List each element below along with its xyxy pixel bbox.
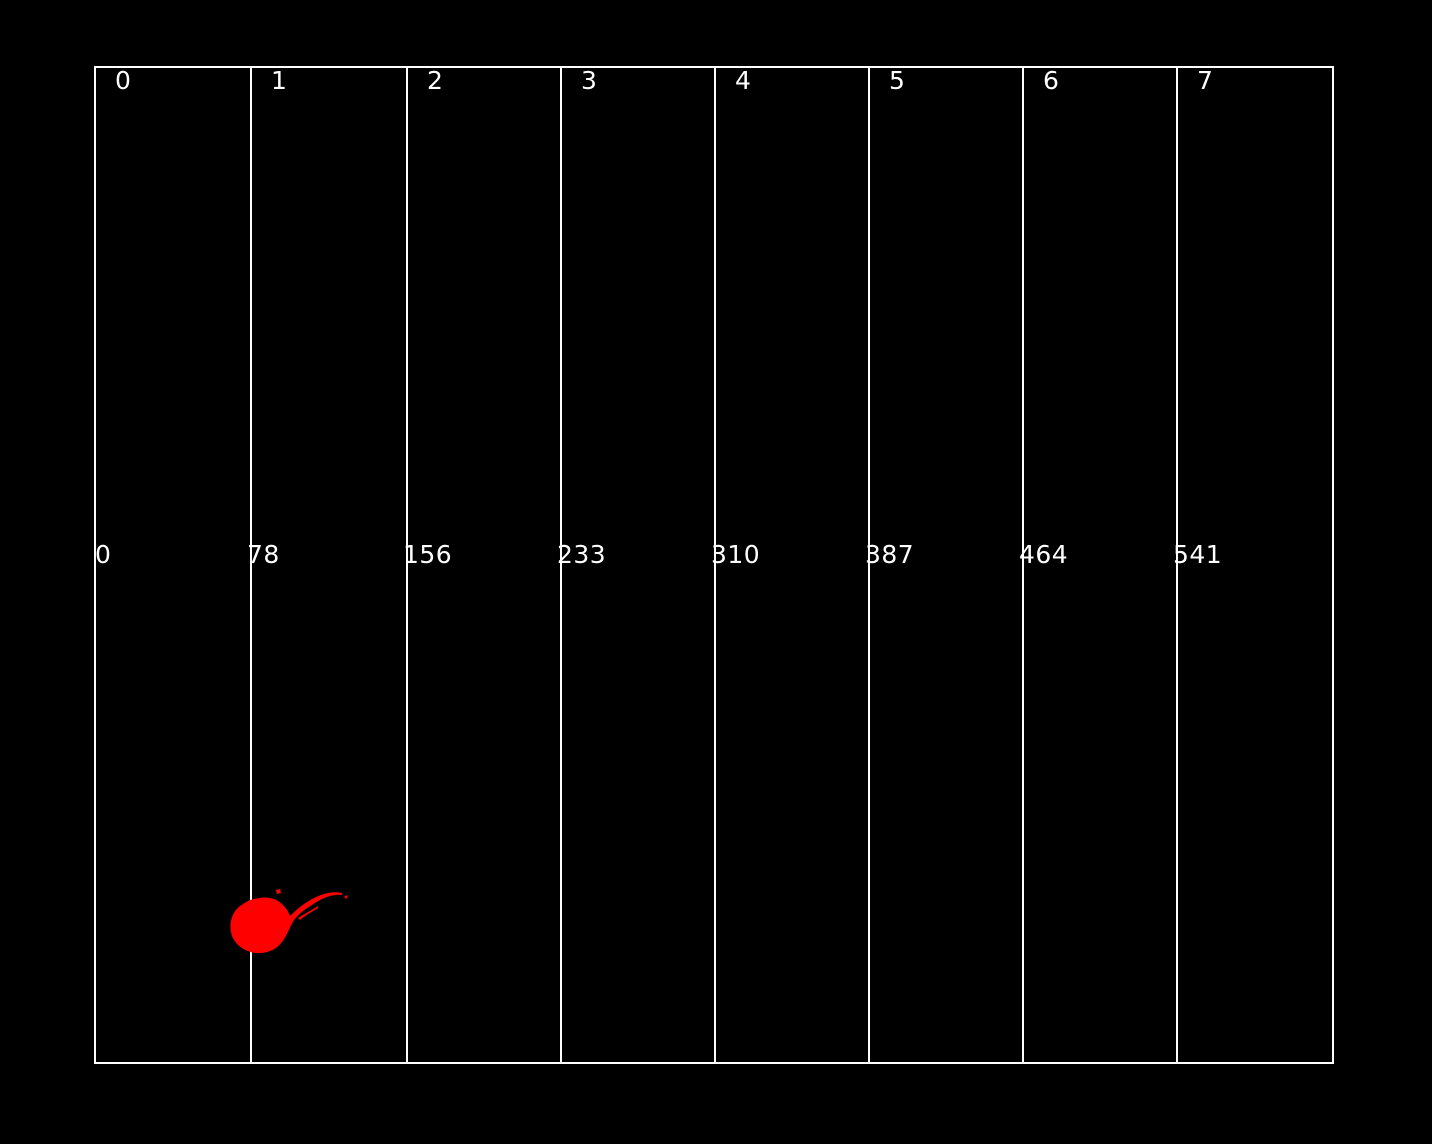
column-divider (250, 68, 252, 1062)
column-divider (406, 68, 408, 1062)
column-index-label: 7 (1197, 66, 1213, 95)
column-index-label: 0 (115, 66, 131, 95)
column-index-label: 3 (581, 66, 597, 95)
column-offset-label: 156 (403, 540, 453, 569)
column-divider (560, 68, 562, 1062)
column-index-label: 2 (427, 66, 443, 95)
column-divider (714, 68, 716, 1062)
column-index-label: 6 (1043, 66, 1059, 95)
column-index-label: 1 (271, 66, 287, 95)
column-offset-label: 541 (1173, 540, 1223, 569)
column-divider (1022, 68, 1024, 1062)
column-divider (1176, 68, 1178, 1062)
column-offset-label: 78 (247, 540, 280, 569)
column-offset-label: 0 (95, 540, 112, 569)
column-index-label: 4 (735, 66, 751, 95)
column-offset-label: 310 (711, 540, 761, 569)
column-offset-label: 387 (865, 540, 915, 569)
column-offset-label: 233 (557, 540, 607, 569)
grid-frame: 0 0 1 78 2 156 3 233 4 310 5 387 6 464 7… (94, 66, 1334, 1064)
column-index-label: 5 (889, 66, 905, 95)
column-offset-label: 464 (1019, 540, 1069, 569)
column-divider (868, 68, 870, 1062)
